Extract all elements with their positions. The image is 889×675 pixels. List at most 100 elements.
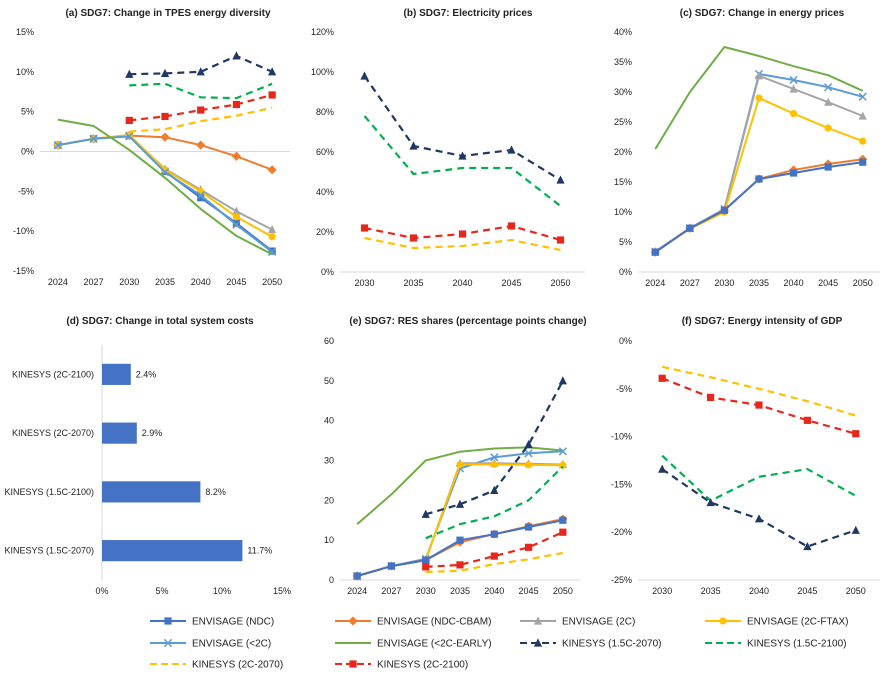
data-point <box>125 132 134 141</box>
x-tick-label: 2030 <box>354 278 374 288</box>
category-label: KINESYS (1.5C-2070) <box>4 546 94 556</box>
legend-item-kinesys-2c-2070: KINESYS (2C-2070) <box>150 660 283 671</box>
series-envisage-2c-early <box>654 46 864 150</box>
data-point <box>558 376 567 385</box>
data-point <box>422 556 430 564</box>
series-line <box>654 158 863 254</box>
x-tick-label: 2030 <box>652 586 672 596</box>
x-tick-label: 2027 <box>680 278 700 288</box>
data-point <box>507 145 516 154</box>
legend-marker <box>349 660 357 668</box>
series-kinesys-1-5c-2070 <box>421 376 567 518</box>
panel-a: (a) SDG7: Change in TPES energy diversit… <box>13 8 290 287</box>
bar-data-label: 2.9% <box>142 428 163 438</box>
data-point <box>232 213 241 221</box>
data-point <box>852 430 860 438</box>
legend-label: KINESYS (2C-2100) <box>377 660 468 671</box>
x-tick-label: 5% <box>155 586 168 596</box>
y-tick-label: 10% <box>614 207 632 217</box>
x-tick-label: 2040 <box>749 586 769 596</box>
series-envisage-2c-ftax <box>54 131 276 241</box>
series-line <box>363 75 562 181</box>
series-line <box>57 118 273 256</box>
legend-label: ENVISAGE (2C-FTAX) <box>747 617 849 628</box>
data-point <box>490 485 499 494</box>
panel-e: (e) SDG7: RES shares (percentage points … <box>324 316 587 596</box>
bar <box>102 363 131 385</box>
category-label: KINESYS (1.5C-2100) <box>4 487 94 497</box>
x-tick-label: 2050 <box>853 278 873 288</box>
y-tick-label: 0% <box>321 267 334 277</box>
legend-item-envisage-ndc-cbam: ENVISAGE (NDC-CBAM) <box>335 616 491 628</box>
data-point <box>196 140 206 150</box>
x-tick-label: 2024 <box>645 278 665 288</box>
x-tick-label: 2045 <box>818 278 838 288</box>
data-point <box>524 449 533 458</box>
x-tick-label: 2045 <box>501 278 521 288</box>
legend-item-envisage-2c: ENVISAGE (2C) <box>520 616 635 628</box>
data-point <box>559 516 567 524</box>
legend-label: ENVISAGE (NDC-CBAM) <box>377 617 491 628</box>
y-tick-label: 25% <box>614 117 632 127</box>
panel-d: (d) SDG7: Change in total system costs 0%… <box>4 316 291 596</box>
bar <box>102 422 137 444</box>
x-tick-label: 2035 <box>749 278 769 288</box>
data-point <box>197 106 205 114</box>
series-kinesys-2c-2100 <box>422 528 567 571</box>
y-tick-label: 10% <box>16 67 34 77</box>
x-tick-label: 2035 <box>450 586 470 596</box>
series-envisage-ndc <box>353 516 567 580</box>
series-line <box>661 468 857 548</box>
data-point <box>456 536 464 544</box>
y-tick-label: 5% <box>21 107 34 117</box>
data-point <box>824 97 833 106</box>
legend-label: ENVISAGE (2C) <box>562 617 635 628</box>
x-tick-label: 2027 <box>381 586 401 596</box>
data-point <box>524 543 533 551</box>
series-line <box>654 46 864 150</box>
data-point <box>268 247 277 257</box>
chart-title: (c) SDG7: Change in energy prices <box>680 8 845 19</box>
data-point <box>161 112 169 121</box>
x-tick-label: 2045 <box>519 586 539 596</box>
data-point <box>789 169 798 177</box>
data-point <box>754 514 764 523</box>
y-tick-label: 0 <box>329 575 334 585</box>
category-label: KINESYS (2C-2100) <box>12 369 94 379</box>
series-envisage-2c-early <box>57 118 273 256</box>
data-point <box>53 140 62 150</box>
series-line <box>57 134 273 252</box>
data-point <box>353 572 361 580</box>
data-point <box>409 141 418 150</box>
data-point <box>360 71 369 80</box>
data-point <box>231 151 242 161</box>
y-tick-label: 15% <box>614 177 632 187</box>
data-point <box>720 206 729 214</box>
x-tick-label: 0% <box>95 586 108 596</box>
legend-label: ENVISAGE (<2C) <box>192 639 271 650</box>
series-line <box>129 106 273 133</box>
panel-c: (c) SDG7: Change in energy prices 0% 5% 10%… <box>614 8 880 288</box>
legend-item-envisage-2c: ENVISAGE (<2C) <box>150 639 271 650</box>
series-line <box>363 115 562 207</box>
data-point <box>125 116 133 125</box>
y-tick-label: 40 <box>324 416 334 426</box>
data-point <box>89 134 98 143</box>
data-point <box>859 158 867 166</box>
series-line <box>356 463 563 577</box>
x-tick-label: 2050 <box>553 586 573 596</box>
data-point <box>707 393 715 402</box>
y-tick-label: 60 <box>324 336 334 346</box>
y-tick-label: 30% <box>614 87 632 97</box>
legend-label: KINESYS (1.5C-2070) <box>562 639 662 650</box>
data-point <box>455 499 465 508</box>
legend: ENVISAGE (NDC) ENVISAGE (NDC-CBAM) ENVISAG… <box>150 616 849 671</box>
bar-data-label: 8.2% <box>205 487 226 497</box>
data-point <box>858 111 867 120</box>
data-point <box>456 460 464 469</box>
data-point <box>524 439 533 449</box>
x-tick-label: 2050 <box>846 586 866 596</box>
chart-title: (a) SDG7: Change in TPES energy diversit… <box>65 8 270 19</box>
data-point <box>490 453 499 462</box>
